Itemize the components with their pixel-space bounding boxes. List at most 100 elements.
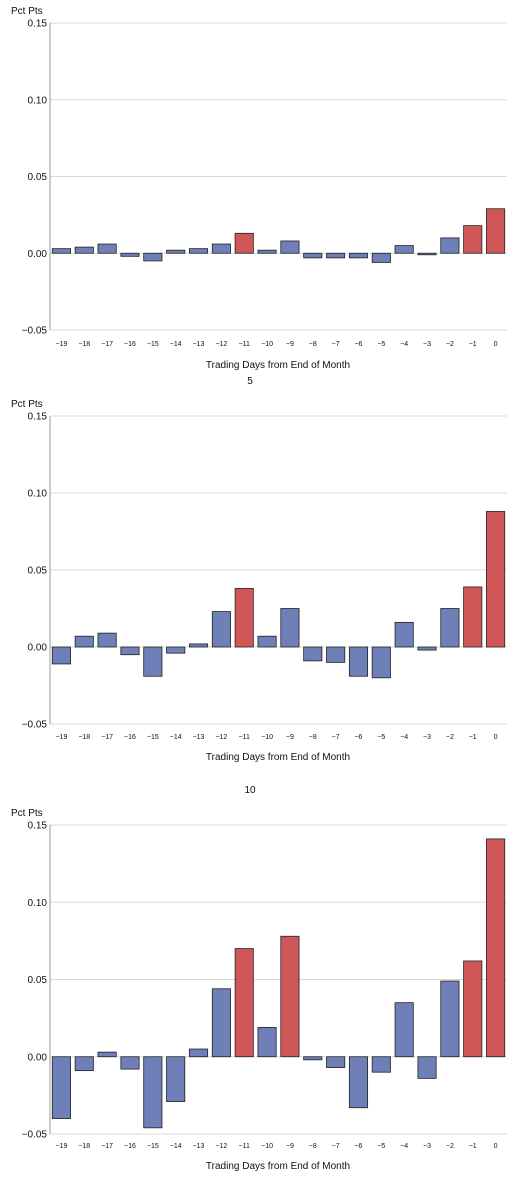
x-tick-label: −5 xyxy=(377,734,385,741)
x-tick-label: 0 xyxy=(494,1143,498,1150)
chart-panel-1: −0.05 0.00 0.05 0.10 0.15 Pct Pts −19 −18 −17 −16… xyxy=(11,6,507,371)
x-tick-label: −3 xyxy=(423,734,431,741)
bar xyxy=(280,240,300,254)
x-tick-label: −2 xyxy=(446,341,454,348)
bar xyxy=(211,243,231,254)
bar xyxy=(463,586,483,648)
x-tick-label: −13 xyxy=(193,341,205,348)
bar xyxy=(257,1026,277,1058)
bar xyxy=(188,248,209,254)
bar xyxy=(463,225,483,254)
x-tick-label: −17 xyxy=(101,1143,113,1150)
x-tick-label: −1 xyxy=(469,341,477,348)
y-axis-label: Pct Pts xyxy=(11,399,43,410)
x-tick-label: −4 xyxy=(400,1143,408,1150)
x-tick-label: −13 xyxy=(193,734,205,741)
bar xyxy=(74,246,94,254)
x-tick-label: −6 xyxy=(354,734,362,741)
x-tick-label: −8 xyxy=(309,1143,317,1150)
y-tick-label: 0.05 xyxy=(28,975,48,986)
bar xyxy=(51,1056,71,1119)
x-tick-label: −10 xyxy=(261,734,273,741)
x-tick-label: −7 xyxy=(332,734,340,741)
bar xyxy=(348,252,369,259)
bar xyxy=(371,646,391,679)
x-tick-label: −11 xyxy=(239,341,250,348)
bar xyxy=(440,237,460,254)
bar xyxy=(440,608,460,648)
bar xyxy=(143,252,163,262)
x-tick-label: −14 xyxy=(170,1143,182,1150)
x-tick-label: −17 xyxy=(101,341,113,348)
y-tick-label: 0.15 xyxy=(28,821,48,832)
x-tick-label: −13 xyxy=(193,1143,205,1150)
y-tick-label: 0.00 xyxy=(28,249,48,260)
x-tick-label: −1 xyxy=(469,1143,477,1150)
bar xyxy=(417,252,437,256)
x-tick-label: −18 xyxy=(78,734,90,741)
x-tick-label: −6 xyxy=(354,341,362,348)
x-tick-label: −2 xyxy=(446,734,454,741)
y-tick-label: 0.05 xyxy=(28,172,48,183)
bar xyxy=(326,252,346,259)
bar xyxy=(143,1056,163,1129)
x-tick-label: −19 xyxy=(55,1143,67,1150)
bar xyxy=(97,632,117,648)
bar xyxy=(394,621,414,648)
bar xyxy=(97,1051,117,1058)
x-tick-label: −14 xyxy=(170,341,182,348)
x-tick-label: −9 xyxy=(286,341,294,348)
bar xyxy=(51,248,71,254)
x-tick-label: −10 xyxy=(261,1143,273,1150)
bar xyxy=(211,611,231,648)
panel-title: 5 xyxy=(247,376,253,387)
bar xyxy=(303,1056,323,1061)
x-tick-label: −1 xyxy=(469,734,477,741)
x-tick-label: −7 xyxy=(332,341,340,348)
bar xyxy=(74,1056,94,1072)
bar xyxy=(440,980,460,1058)
bar xyxy=(303,646,323,662)
x-tick-label: −15 xyxy=(147,1143,159,1150)
bar xyxy=(97,243,117,254)
x-tick-label: −2 xyxy=(446,1143,454,1150)
bar xyxy=(234,588,254,648)
y-axis-label: Pct Pts xyxy=(11,6,43,17)
x-tick-label: 0 xyxy=(494,734,498,741)
bar xyxy=(211,988,231,1058)
bar xyxy=(51,646,71,665)
bar xyxy=(257,249,277,254)
bar xyxy=(120,1056,140,1070)
bar xyxy=(234,232,254,254)
y-tick-label: −0.05 xyxy=(22,1130,48,1141)
y-tick-label: 0.10 xyxy=(28,898,48,909)
bar xyxy=(326,1056,346,1068)
bar xyxy=(280,935,300,1058)
bar xyxy=(166,249,186,254)
bar xyxy=(348,1056,369,1109)
x-axis-label: Trading Days from End of Month xyxy=(206,360,350,371)
bar xyxy=(394,1002,414,1058)
x-axis-label: Trading Days from End of Month xyxy=(206,752,350,763)
x-tick-label: −15 xyxy=(147,734,159,741)
bar xyxy=(486,838,506,1058)
bar xyxy=(257,635,277,648)
bar xyxy=(166,646,186,654)
bar xyxy=(371,252,391,263)
bar xyxy=(74,635,94,648)
x-tick-label: −6 xyxy=(354,1143,362,1150)
x-tick-label: −11 xyxy=(239,734,250,741)
bar xyxy=(371,1056,391,1073)
chart-panel-2: −0.05 0.00 0.05 0.10 0.15 Pct Pts 5 −19 −18 −17 −1… xyxy=(11,376,507,763)
x-tick-label: −10 xyxy=(261,341,273,348)
x-tick-label: −12 xyxy=(215,734,227,741)
bar xyxy=(394,245,414,254)
bar xyxy=(188,643,209,648)
x-tick-label: −16 xyxy=(124,734,136,741)
x-tick-label: −3 xyxy=(423,1143,431,1150)
bar xyxy=(234,948,254,1058)
bar xyxy=(280,608,300,648)
x-tick-label: −19 xyxy=(55,734,67,741)
y-tick-label: 0.00 xyxy=(28,643,48,654)
